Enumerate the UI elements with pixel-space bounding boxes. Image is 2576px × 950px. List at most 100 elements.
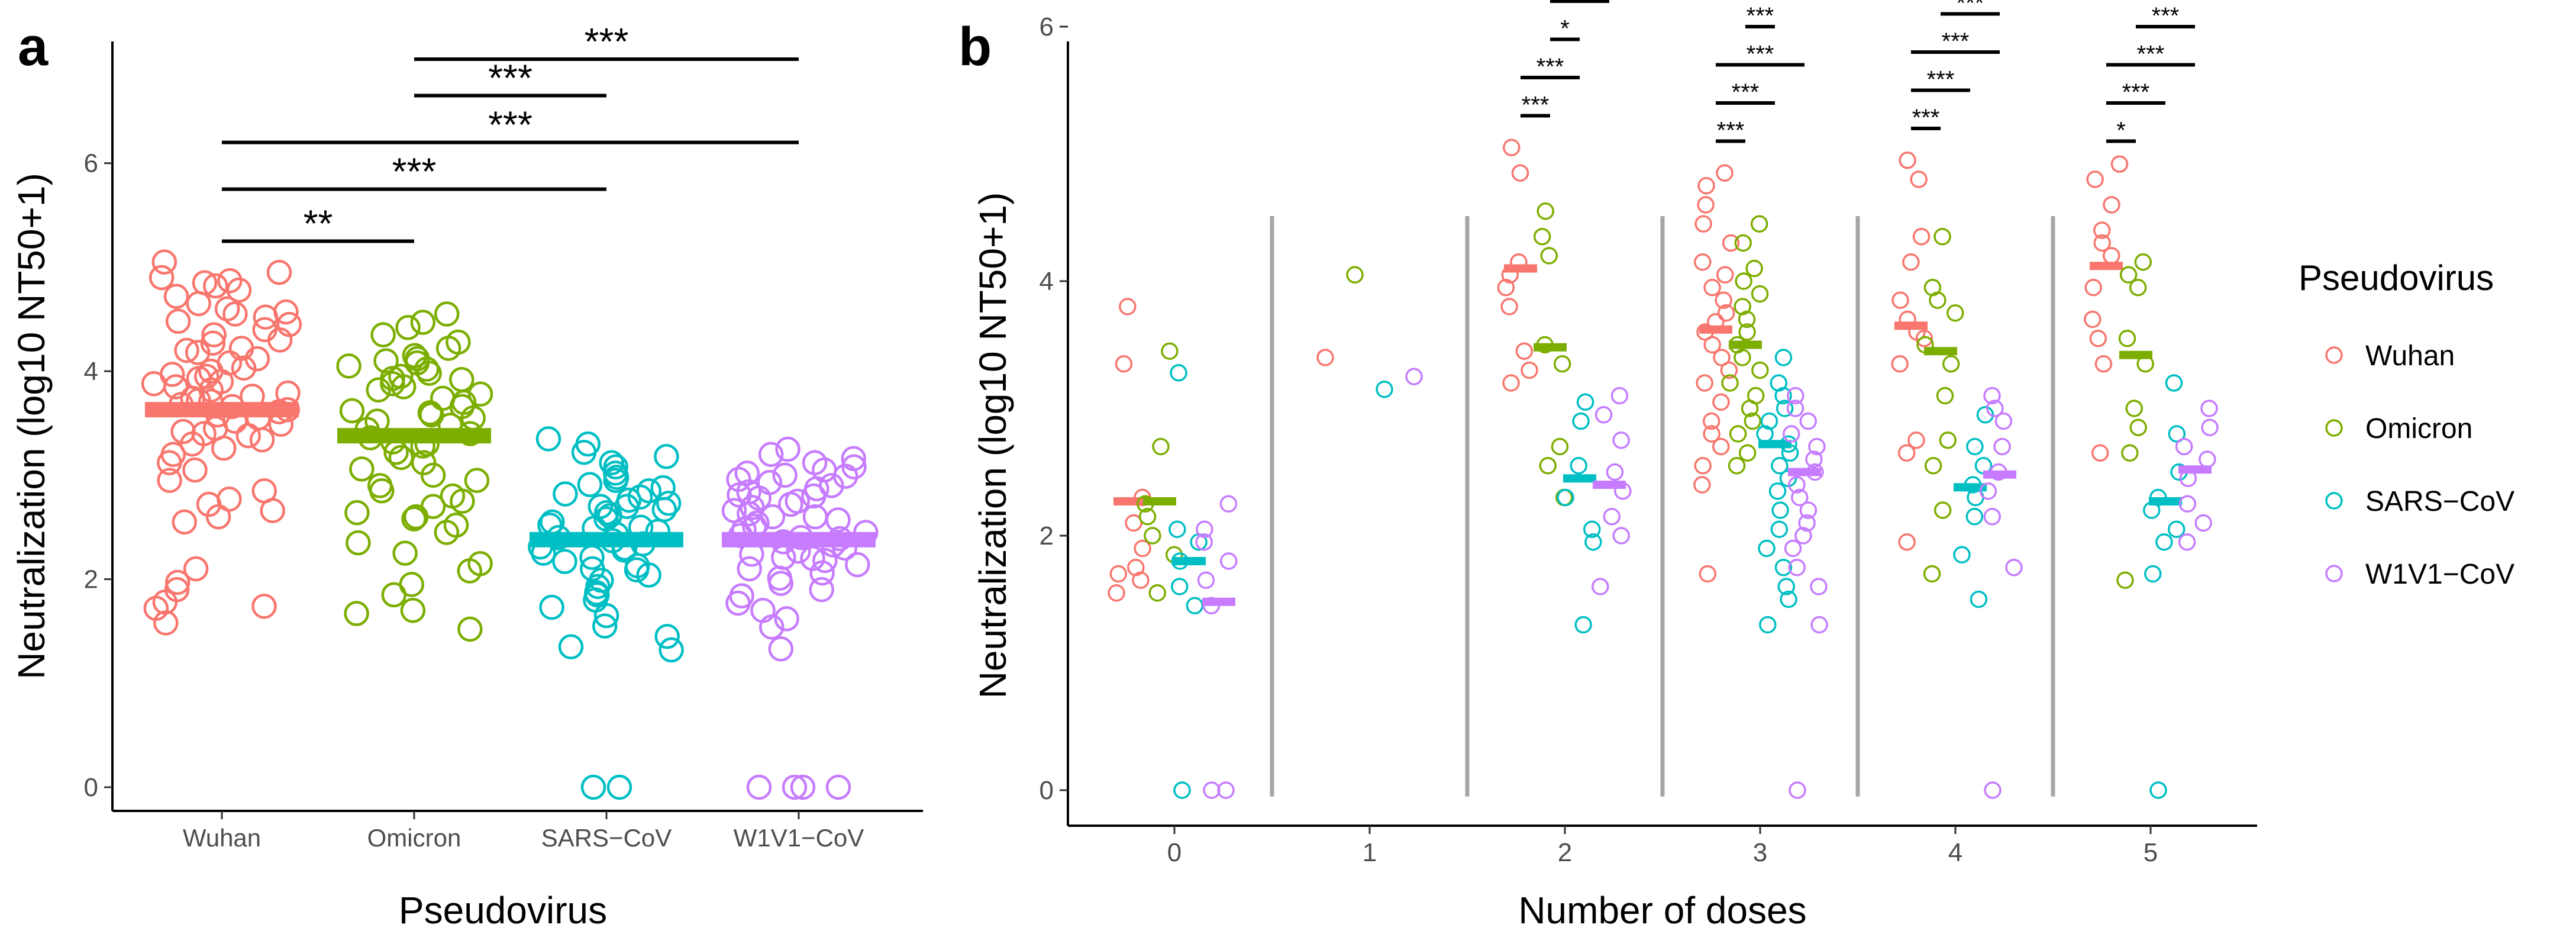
panel-b-point	[2084, 310, 2102, 329]
panel-b-point	[1942, 355, 1960, 373]
panel-b-point	[1716, 164, 1734, 182]
panel-b-point	[1203, 781, 1221, 799]
panel-a-point	[782, 774, 808, 800]
panel-b-point	[1594, 406, 1613, 424]
panel-b-point	[1936, 387, 1954, 405]
legend-key-symbol	[2325, 565, 2343, 582]
panel-b-point	[2121, 444, 2139, 462]
panel-b-point	[1196, 520, 1213, 538]
panel-b-point	[1376, 381, 1393, 398]
panel-b-point	[2168, 425, 2186, 443]
panel-a-point	[435, 336, 461, 361]
panel-b-point	[1897, 444, 1916, 462]
panel-a-point	[344, 500, 370, 526]
panel-label-b: b	[958, 17, 992, 77]
panel-b-point	[1583, 520, 1601, 538]
panel-b-point	[1774, 559, 1793, 577]
panel-b-significance-label: *	[1560, 16, 1570, 42]
panel-b-point	[1929, 291, 1946, 309]
panel-a-significance-label: ***	[488, 57, 532, 99]
panel-a-point	[654, 443, 679, 469]
panel-b-point	[1970, 590, 1988, 608]
panel-b-point	[1798, 514, 1816, 532]
panel-a-point	[163, 374, 189, 400]
panel-a-point	[203, 273, 228, 299]
panel-b-point	[1902, 253, 1920, 271]
panel-a-x-axis-title: Pseudovirus	[399, 889, 607, 932]
panel-b-point	[1994, 412, 2013, 430]
panel-a-point	[346, 530, 371, 556]
panel-b-significance-label: ***	[2152, 3, 2180, 29]
panel-b-significance-label: ***	[1717, 118, 1745, 144]
panel-b-point	[1771, 457, 1789, 475]
panel-a-point	[535, 426, 561, 452]
panel-b-point	[1576, 393, 1594, 411]
panel-a-point	[151, 249, 177, 275]
panel-b-point	[1721, 374, 1739, 392]
panel-b-point	[2103, 196, 2120, 214]
panel-a-y-tick-label: 2	[84, 565, 98, 594]
panel-a-point	[746, 774, 772, 800]
panel-b-point	[2178, 533, 2196, 551]
panel-a-point	[558, 634, 584, 660]
panel-b-point	[1694, 253, 1712, 271]
panel-a-point	[650, 475, 676, 501]
panel-b-point	[1777, 578, 1796, 595]
panel-b-point	[1965, 508, 1984, 526]
panel-b-point	[2102, 247, 2120, 265]
panel-b-point	[1986, 400, 2004, 417]
legend-entry-label: SARS−CoV	[2365, 486, 2514, 517]
panel-b-point	[1741, 400, 1759, 417]
panel-b-significance-label: ***	[1942, 28, 1970, 54]
panel-a-point	[170, 418, 196, 445]
panel-b-point	[1540, 247, 1558, 265]
panel-a-point	[809, 577, 834, 603]
panel-a-point	[249, 427, 275, 453]
panel-b-point	[1511, 164, 1529, 182]
panel-a-point	[183, 556, 209, 582]
panel-a-point	[174, 337, 199, 363]
panel-a-point	[217, 268, 243, 294]
panel-b-point	[1132, 571, 1150, 589]
panel-b-point	[2194, 514, 2212, 532]
panel-a-point	[599, 450, 624, 476]
panel-b-point	[1693, 476, 1711, 494]
panel-b-point	[2165, 374, 2183, 392]
panel-a-point	[336, 353, 361, 379]
panel-a-point	[400, 598, 426, 623]
panel-b-point	[1923, 565, 1941, 583]
panel-b-point	[1984, 781, 2002, 799]
legend-key-symbol	[2325, 492, 2343, 510]
panel-b-point	[1539, 457, 1557, 475]
panel-a-point	[457, 558, 483, 584]
panel-b-point	[1712, 437, 1730, 456]
panel-b-point	[1125, 514, 1142, 532]
panel-a-point	[585, 582, 610, 608]
panel-b-point	[2178, 495, 2197, 513]
panel-a-point	[253, 304, 279, 330]
panel-b-point	[1515, 342, 1534, 360]
panel-b-point	[2089, 330, 2107, 347]
panel-a-point	[614, 494, 640, 519]
legend-entry-label: W1V1−CoV	[2365, 559, 2514, 590]
panel-b-point	[1744, 412, 1762, 430]
panel-a-point	[539, 594, 564, 620]
panel-b-point	[2005, 559, 2023, 577]
panel-b-point	[2129, 418, 2147, 436]
panel-b-point	[2149, 781, 2167, 799]
panel-a-point	[186, 291, 211, 317]
panel-a-point	[185, 340, 211, 365]
panel-b-point	[2129, 279, 2147, 297]
panel-b-point	[1170, 364, 1187, 382]
panel-a-point	[163, 284, 189, 309]
panel-a-point	[778, 491, 803, 517]
panel-b-point	[2175, 437, 2193, 456]
panel-b-x-tick-label: 0	[1167, 838, 1182, 867]
panel-b-point	[1592, 578, 1609, 595]
panel-b-point	[1912, 228, 1931, 246]
legend-entry-label: Omicron	[2365, 413, 2472, 445]
panel-a-point	[845, 552, 870, 578]
panel-a-point	[760, 504, 786, 530]
panel-b-significance-label: ***	[1536, 54, 1564, 80]
